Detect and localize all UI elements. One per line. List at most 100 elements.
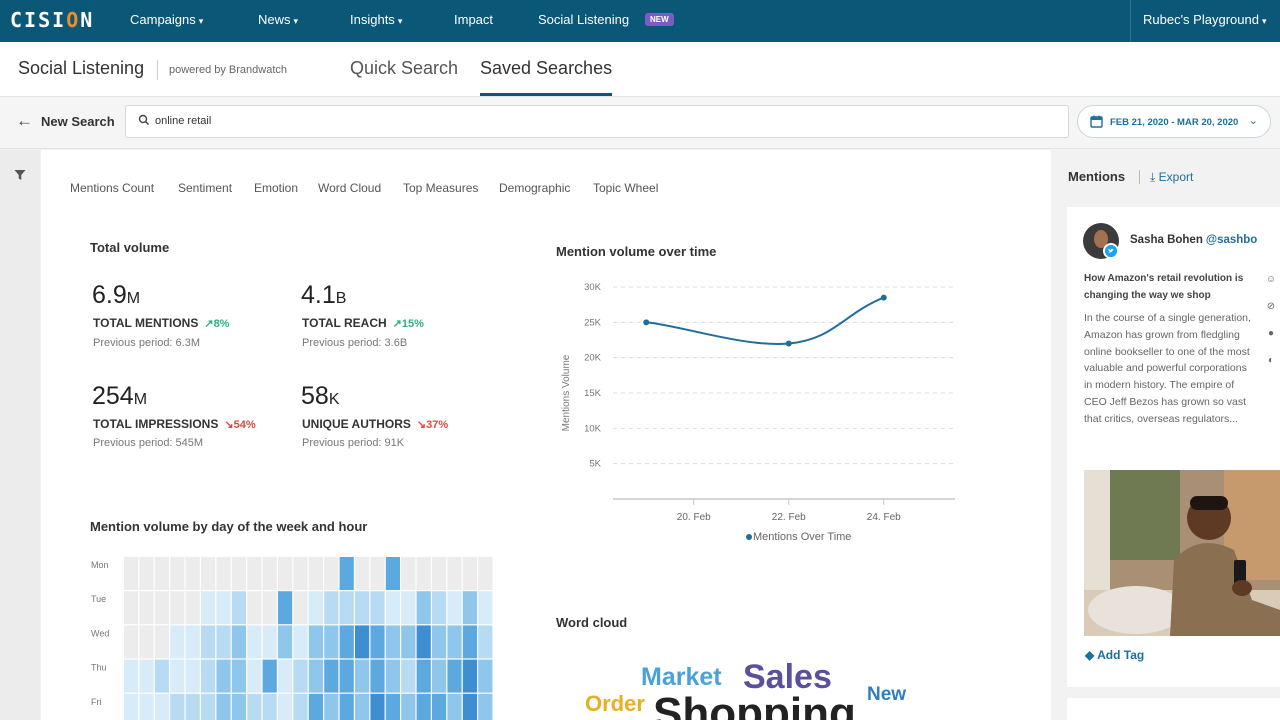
block-icon[interactable]: ⊘ — [1266, 301, 1276, 312]
total-impressions-value: 254M — [92, 382, 147, 411]
mention-headline[interactable]: How Amazon's retail revolution is changi… — [1084, 273, 1244, 301]
heatmap-cell — [216, 659, 231, 693]
data-point — [880, 294, 887, 301]
word-cloud-word-sales[interactable]: Sales — [743, 658, 832, 696]
search-bar-row: ← New Search online retail FEB 21, 2020 … — [0, 97, 1280, 149]
heatmap-cell — [124, 625, 139, 659]
legend-marker — [746, 534, 752, 540]
heatmap-cell — [416, 693, 431, 720]
total-impressions-previous: Previous period: 545M — [93, 437, 204, 449]
sentiment-icon[interactable]: ☺ — [1265, 274, 1277, 285]
logo-text: CISION — [10, 8, 94, 32]
heatmap-cell — [308, 693, 323, 720]
widget-tab-topic-wheel[interactable]: Topic Wheel — [593, 181, 659, 195]
add-tag-button[interactable]: ◆ Add Tag — [1085, 648, 1144, 662]
nav-news[interactable]: News ▾ — [258, 12, 298, 27]
nav-insights-label: Insights — [350, 12, 395, 27]
heatmap-cell — [247, 693, 262, 720]
avatar[interactable] — [1083, 223, 1119, 259]
globe-icon[interactable]: ◐ — [1267, 355, 1275, 366]
search-input[interactable]: online retail — [125, 105, 1069, 138]
heatmap-cell — [478, 557, 493, 590]
metric-unit: B — [335, 290, 347, 307]
date-range-picker[interactable]: FEB 21, 2020 - MAR 20, 2020 ⌄ — [1077, 105, 1271, 138]
widget-tab-word-cloud[interactable]: Word Cloud — [318, 181, 382, 195]
logo-letter: I — [52, 8, 67, 32]
tab-saved-searches[interactable]: Saved Searches — [480, 58, 613, 78]
x-tick-label: 22. Feb — [772, 512, 806, 523]
nav-campaigns-label: Campaigns — [130, 12, 196, 27]
tab-quick-search[interactable]: Quick Search — [350, 58, 459, 78]
heatmap-cell — [185, 625, 200, 659]
heatmap-cell — [370, 693, 385, 720]
heatmap-cell — [262, 693, 277, 720]
heatmap-cell — [185, 591, 200, 625]
location-pin-icon[interactable]: ● — [1267, 328, 1275, 339]
author-name[interactable]: Sasha Bohen @sashbo — [1130, 234, 1257, 246]
widget-tab-emotion[interactable]: Emotion — [254, 181, 299, 195]
chevron-down-icon: ▾ — [1261, 16, 1267, 26]
trend-up-indicator: ↗15% — [392, 318, 424, 330]
word-cloud-word-market[interactable]: Market — [641, 663, 722, 691]
dashboard-main: Mentions Count Sentiment Emotion Word Cl… — [41, 150, 1051, 720]
metric-number: 6.9 — [92, 281, 127, 309]
widget-tab-sentiment[interactable]: Sentiment — [178, 181, 233, 195]
logo-letter: S — [38, 8, 53, 32]
heatmap-cell — [170, 591, 185, 625]
heatmap-cell — [447, 693, 462, 720]
nav-campaigns[interactable]: Campaigns ▾ — [130, 12, 203, 27]
heatmap-cell — [339, 591, 354, 625]
mention-card[interactable] — [1067, 698, 1280, 720]
heatmap-cell — [201, 659, 216, 693]
nav-impact[interactable]: Impact — [454, 12, 493, 27]
heatmap-cell — [124, 693, 139, 720]
new-search-label[interactable]: New Search — [41, 114, 115, 129]
word-cloud-word-shopping[interactable]: Shopping — [653, 689, 856, 720]
heatmap-cell — [185, 659, 200, 693]
back-arrow-icon[interactable]: ← — [16, 111, 33, 130]
heatmap-cell — [432, 591, 447, 625]
calendar-icon — [1090, 115, 1103, 128]
heatmap-cell — [231, 659, 246, 693]
x-tick-label: 24. Feb — [867, 512, 901, 523]
heatmap-cell — [324, 693, 339, 720]
add-tag-label: Add Tag — [1097, 648, 1145, 662]
heatmap-cell — [355, 625, 370, 659]
widget-tab-mentions-count[interactable]: Mentions Count — [70, 181, 155, 195]
heatmap-cell — [124, 591, 139, 625]
heatmap-cell — [247, 625, 262, 659]
heatmap-cell — [401, 625, 416, 659]
top-nav: CISION Campaigns ▾ News ▾ Insights ▾ Impact… — [0, 0, 1280, 42]
heatmap-cell — [370, 557, 385, 590]
metric-number: 254 — [92, 382, 134, 410]
left-rail — [0, 150, 40, 720]
nav-insights[interactable]: Insights ▾ — [350, 12, 402, 27]
author-handle[interactable]: @sashbo — [1205, 234, 1258, 246]
heatmap-cell — [385, 591, 400, 625]
widget-tab-demographic[interactable]: Demographic — [499, 181, 571, 195]
filter-icon[interactable] — [14, 169, 26, 181]
y-tick-label: 25K — [584, 317, 602, 328]
heatmap-cell — [324, 659, 339, 693]
widget-tab-top-measures[interactable]: Top Measures — [403, 181, 479, 195]
heatmap-cell — [462, 659, 477, 693]
word-cloud-word-new[interactable]: New — [867, 684, 907, 705]
heatmap-cell — [308, 591, 323, 625]
metric-change-value: 15% — [401, 318, 424, 330]
export-label: Export — [1158, 170, 1194, 184]
export-button[interactable]: ⤓ Export — [1150, 170, 1193, 185]
word-cloud-word-order[interactable]: Order — [585, 691, 645, 716]
cision-logo[interactable]: CISION — [10, 8, 94, 32]
mention-card[interactable]: Sasha Bohen @sashbo How Amazon's retail r… — [1067, 207, 1280, 687]
heatmap-title: Mention volume by day of the week and ho… — [90, 519, 368, 534]
metric-unit: M — [126, 290, 141, 307]
heatmap-cell — [355, 557, 370, 590]
heatmap-cell — [154, 557, 169, 590]
workspace-switcher[interactable]: Rubec's Playground ▾ — [1130, 0, 1280, 42]
divider — [157, 60, 158, 80]
mention-volume-over-time-title: Mention volume over time — [556, 244, 717, 259]
nav-social-listening[interactable]: Social Listening — [538, 12, 629, 27]
heatmap-cell — [231, 693, 246, 720]
nav-social-listening-label: Social Listening — [538, 12, 630, 27]
heatmap-cell — [308, 625, 323, 659]
